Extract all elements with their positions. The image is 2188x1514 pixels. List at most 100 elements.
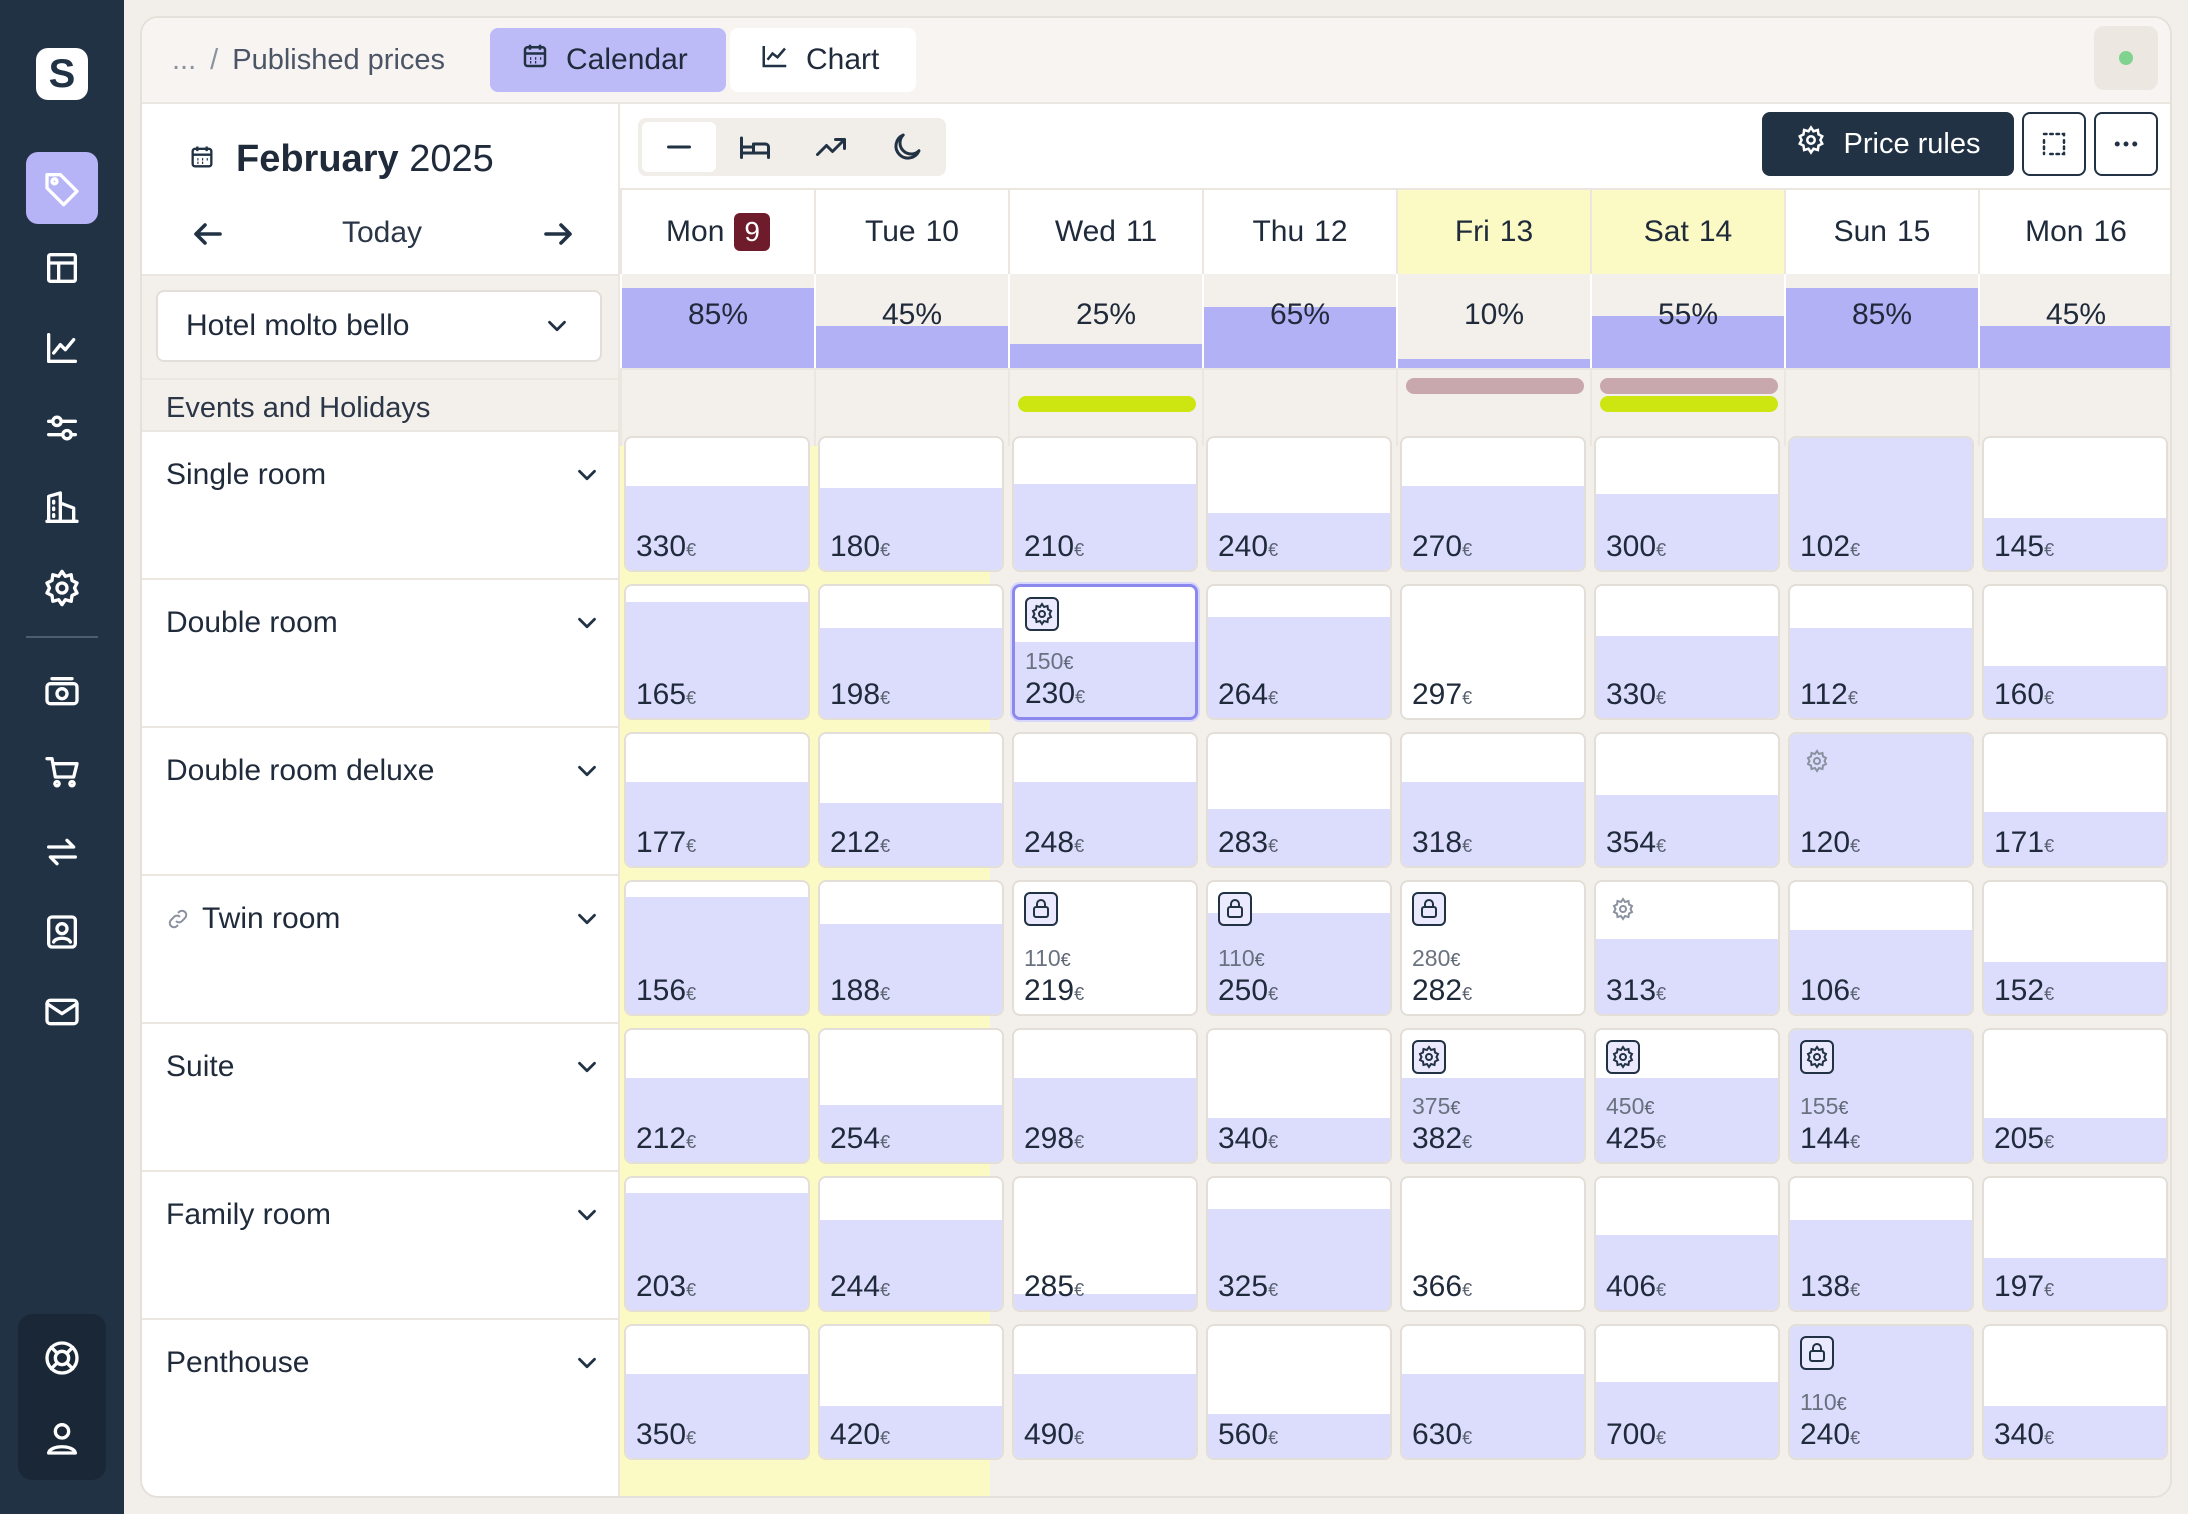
price-cell[interactable]: 330€ xyxy=(1594,584,1780,720)
breadcrumb-ellipsis[interactable]: ... xyxy=(172,44,197,76)
price-cell[interactable]: 264€ xyxy=(1206,584,1392,720)
price-cell[interactable]: 120€ xyxy=(1788,732,1974,868)
price-cell[interactable]: 138€ xyxy=(1788,1176,1974,1312)
event-bar[interactable] xyxy=(1600,396,1778,412)
status-indicator[interactable] xyxy=(2094,26,2158,90)
price-cell[interactable]: 330€ xyxy=(624,436,810,572)
lock-icon[interactable] xyxy=(1800,1336,1834,1370)
price-cell[interactable]: 160€ xyxy=(1982,584,2168,720)
price-cell[interactable]: 203€ xyxy=(624,1176,810,1312)
day-header[interactable]: Wed 11 xyxy=(1008,188,1202,274)
event-bar[interactable] xyxy=(1406,378,1584,394)
price-cell[interactable]: 298€ xyxy=(1012,1028,1198,1164)
day-header[interactable]: Fri 13 xyxy=(1396,188,1590,274)
nav-mail-button[interactable] xyxy=(26,976,98,1048)
price-cell[interactable]: 300€ xyxy=(1594,436,1780,572)
day-header[interactable]: Sun 15 xyxy=(1784,188,1978,274)
price-cell[interactable]: 420€ xyxy=(818,1324,1004,1460)
view-mode-bed[interactable] xyxy=(718,122,792,172)
price-cell[interactable]: 280€ 282€ xyxy=(1400,880,1586,1016)
price-cell[interactable]: 177€ xyxy=(624,732,810,868)
price-cell[interactable]: 205€ xyxy=(1982,1028,2168,1164)
nav-user-button[interactable] xyxy=(26,1402,98,1474)
price-cell[interactable]: 180€ xyxy=(818,436,1004,572)
event-bar[interactable] xyxy=(1600,378,1778,394)
price-cell[interactable]: 197€ xyxy=(1982,1176,2168,1312)
price-cell[interactable]: 212€ xyxy=(818,732,1004,868)
room-expand-toggle[interactable] xyxy=(572,608,602,643)
lock-icon[interactable] xyxy=(1218,892,1252,926)
gear-icon[interactable] xyxy=(1412,1040,1446,1074)
price-cell[interactable]: 450€ 425€ xyxy=(1594,1028,1780,1164)
price-cell[interactable]: 145€ xyxy=(1982,436,2168,572)
price-cell[interactable]: 112€ xyxy=(1788,584,1974,720)
price-cell[interactable]: 406€ xyxy=(1594,1176,1780,1312)
nav-buildings-button[interactable] xyxy=(26,472,98,544)
price-cell[interactable]: 560€ xyxy=(1206,1324,1392,1460)
price-cell[interactable]: 210€ xyxy=(1012,436,1198,572)
gear-icon[interactable] xyxy=(1606,1040,1640,1074)
price-cell[interactable]: 240€ xyxy=(1206,436,1392,572)
price-cell[interactable]: 248€ xyxy=(1012,732,1198,868)
price-cell[interactable]: 350€ xyxy=(624,1324,810,1460)
day-header[interactable]: Mon 9 xyxy=(620,188,814,274)
nav-support-button[interactable] xyxy=(26,1322,98,1394)
previous-button[interactable] xyxy=(184,210,232,258)
price-cell[interactable]: 171€ xyxy=(1982,732,2168,868)
nav-settings-button[interactable] xyxy=(26,552,98,624)
price-cell[interactable]: 198€ xyxy=(818,584,1004,720)
price-cell[interactable]: 340€ xyxy=(1206,1028,1392,1164)
price-cell[interactable]: 297€ xyxy=(1400,584,1586,720)
price-cell[interactable]: 313€ xyxy=(1594,880,1780,1016)
tab-calendar[interactable]: Calendar xyxy=(490,28,726,92)
price-cell[interactable]: 165€ xyxy=(624,584,810,720)
price-cell[interactable]: 325€ xyxy=(1206,1176,1392,1312)
price-cell[interactable]: 700€ xyxy=(1594,1324,1780,1460)
room-expand-toggle[interactable] xyxy=(572,460,602,495)
nav-pricing-tag-button[interactable] xyxy=(26,152,98,224)
price-cell[interactable]: 110€ 240€ xyxy=(1788,1324,1974,1460)
price-cell[interactable]: 340€ xyxy=(1982,1324,2168,1460)
view-mode-line[interactable] xyxy=(642,122,716,172)
price-cell[interactable]: 212€ xyxy=(624,1028,810,1164)
day-header[interactable]: Sat 14 xyxy=(1590,188,1784,274)
day-header[interactable]: Thu 12 xyxy=(1202,188,1396,274)
price-cell[interactable]: 375€ 382€ xyxy=(1400,1028,1586,1164)
view-mode-trend[interactable] xyxy=(794,122,868,172)
nav-contact-button[interactable] xyxy=(26,896,98,968)
price-cell[interactable]: 630€ xyxy=(1400,1324,1586,1460)
view-mode-night[interactable] xyxy=(870,122,944,172)
price-cell[interactable]: 110€ 219€ xyxy=(1012,880,1198,1016)
more-options-button[interactable] xyxy=(2094,112,2158,176)
gear-icon[interactable] xyxy=(1800,744,1834,778)
day-header[interactable]: Tue 10 xyxy=(814,188,1008,274)
price-cell[interactable]: 244€ xyxy=(818,1176,1004,1312)
day-header[interactable]: Mon 16 xyxy=(1978,188,2170,274)
nav-sync-button[interactable] xyxy=(26,816,98,888)
price-cell[interactable]: 285€ xyxy=(1012,1176,1198,1312)
next-button[interactable] xyxy=(534,210,582,258)
tab-chart[interactable]: Chart xyxy=(730,28,916,92)
select-range-button[interactable] xyxy=(2022,112,2086,176)
gear-icon[interactable] xyxy=(1800,1040,1834,1074)
room-expand-toggle[interactable] xyxy=(572,1348,602,1383)
hotel-select[interactable]: Hotel molto bello xyxy=(156,290,602,362)
nav-cart-button[interactable] xyxy=(26,736,98,808)
price-cell[interactable]: 150€ 230€ xyxy=(1012,584,1198,720)
price-cell[interactable]: 318€ xyxy=(1400,732,1586,868)
price-cell[interactable]: 156€ xyxy=(624,880,810,1016)
price-rules-button[interactable]: Price rules xyxy=(1762,112,2014,176)
price-cell[interactable]: 106€ xyxy=(1788,880,1974,1016)
price-cell[interactable]: 188€ xyxy=(818,880,1004,1016)
room-expand-toggle[interactable] xyxy=(572,756,602,791)
price-cell[interactable]: 366€ xyxy=(1400,1176,1586,1312)
app-logo[interactable]: S xyxy=(36,48,88,100)
price-cell[interactable]: 254€ xyxy=(818,1028,1004,1164)
nav-sliders-button[interactable] xyxy=(26,392,98,464)
gear-icon[interactable] xyxy=(1606,892,1640,926)
room-expand-toggle[interactable] xyxy=(572,1052,602,1087)
lock-icon[interactable] xyxy=(1024,892,1058,926)
price-cell[interactable]: 110€ 250€ xyxy=(1206,880,1392,1016)
lock-icon[interactable] xyxy=(1412,892,1446,926)
today-button[interactable]: Today xyxy=(342,216,423,249)
